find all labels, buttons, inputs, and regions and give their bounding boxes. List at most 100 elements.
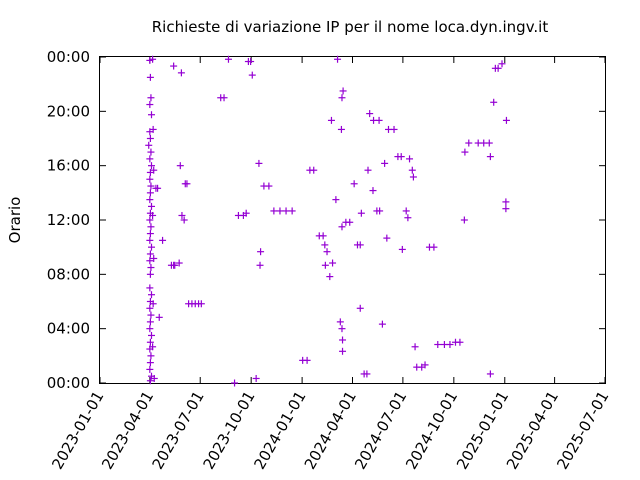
data-point: [147, 352, 155, 360]
data-point: [356, 241, 364, 249]
x-tick-label: 2025-07-01: [553, 388, 612, 473]
y-tick-label: 16:00: [47, 157, 90, 175]
x-tick-label: 2024-04-01: [301, 388, 360, 473]
data-point: [146, 189, 154, 197]
x-tick-label: 2023-01-01: [48, 388, 107, 473]
data-point: [147, 223, 155, 231]
data-point: [411, 343, 419, 351]
data-point: [378, 320, 386, 328]
data-point: [364, 166, 372, 174]
data-point: [146, 230, 154, 238]
data-point: [146, 257, 154, 265]
data-point: [176, 162, 184, 170]
data-point: [147, 243, 155, 251]
data-point: [456, 338, 464, 346]
data-point: [231, 379, 239, 387]
data-point: [178, 211, 186, 219]
data-point: [146, 135, 154, 142]
data-point: [366, 110, 374, 118]
data-point: [146, 284, 154, 292]
data-point: [338, 94, 346, 102]
data-point: [170, 62, 178, 70]
data-point: [146, 236, 154, 244]
data-point: [145, 141, 153, 149]
data-point: [408, 166, 416, 174]
data-point: [376, 207, 384, 215]
data-point: [321, 241, 329, 249]
data-point: [171, 261, 179, 269]
data-point: [146, 318, 154, 326]
data-point: [339, 87, 347, 95]
data-point: [150, 254, 158, 262]
data-point: [485, 139, 493, 147]
x-tick-label: 2023-07-01: [149, 388, 208, 473]
data-point: [421, 361, 429, 369]
y-tick-label: 12:00: [47, 211, 90, 229]
data-point: [155, 313, 163, 321]
data-point: [147, 331, 155, 339]
data-point: [146, 359, 154, 367]
data-point: [363, 370, 371, 378]
x-tick-label: 2024-10-01: [402, 388, 461, 473]
data-point: [276, 207, 284, 215]
data-point: [147, 182, 155, 190]
data-point: [390, 125, 398, 133]
data-point: [346, 218, 354, 226]
data-point: [224, 55, 232, 63]
data-point: [256, 261, 264, 269]
y-tick-label: 04:00: [47, 320, 90, 338]
data-point: [146, 304, 154, 312]
data-point: [486, 370, 494, 378]
data-point: [303, 356, 311, 364]
data-point: [375, 116, 383, 124]
data-point: [177, 69, 185, 77]
data-point: [146, 338, 154, 346]
plot-frame: [99, 56, 606, 384]
data-point: [147, 264, 155, 272]
data-point: [490, 98, 498, 106]
x-tick-label: 2023-10-01: [199, 388, 258, 473]
data-point: [146, 216, 154, 224]
data-point: [332, 196, 340, 204]
x-tick-label: 2024-01-01: [250, 388, 309, 473]
data-point: [494, 64, 502, 72]
x-tick-label: 2025-04-01: [503, 388, 562, 473]
data-points: [145, 55, 510, 387]
data-point: [288, 207, 296, 215]
data-point: [369, 187, 377, 195]
data-point: [321, 261, 329, 269]
data-point: [404, 214, 412, 222]
data-point: [150, 374, 158, 382]
data-point: [339, 347, 347, 355]
data-point: [461, 148, 469, 156]
data-point: [149, 300, 157, 308]
data-point: [149, 343, 157, 351]
data-point: [147, 202, 155, 210]
data-point: [147, 148, 155, 156]
data-point: [336, 318, 344, 326]
data-point: [357, 209, 365, 217]
data-point: [310, 166, 318, 174]
data-point: [326, 273, 334, 281]
data-point: [147, 162, 155, 170]
data-point: [149, 125, 157, 133]
data-point: [409, 173, 417, 181]
data-point: [146, 365, 154, 373]
y-tick-label: 00:00: [47, 48, 90, 66]
data-point: [146, 377, 154, 385]
data-point: [180, 216, 188, 224]
data-point: [356, 304, 364, 312]
data-point: [146, 101, 154, 109]
data-point: [460, 216, 468, 224]
data-point: [398, 245, 406, 253]
data-point: [147, 291, 155, 299]
x-tick-label: 2025-01-01: [453, 388, 512, 473]
data-point: [147, 311, 155, 319]
x-tick-label: 2023-04-01: [98, 388, 157, 473]
data-point: [146, 175, 154, 183]
data-point: [147, 94, 155, 102]
data-point: [406, 155, 414, 163]
x-ticks: 2023-01-012023-04-012023-07-012023-10-01…: [48, 57, 612, 473]
data-point: [265, 182, 273, 190]
